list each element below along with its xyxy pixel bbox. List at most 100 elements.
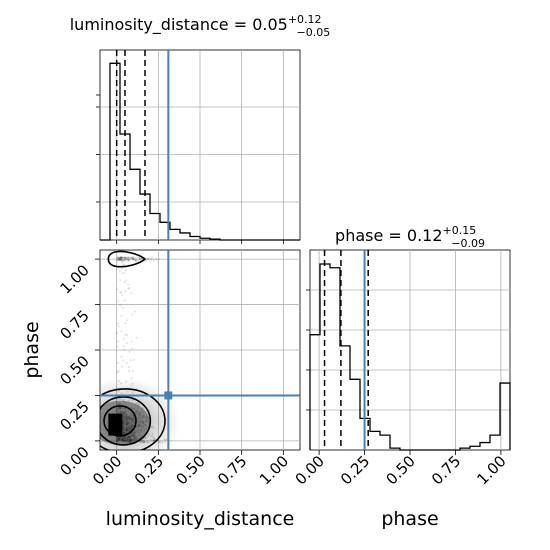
sample-point bbox=[116, 439, 119, 442]
sample-point bbox=[116, 420, 119, 423]
sample-point bbox=[139, 414, 142, 417]
sample-point bbox=[142, 441, 145, 444]
sample-point bbox=[127, 283, 130, 286]
sample-point bbox=[123, 264, 126, 267]
sample-point bbox=[116, 340, 119, 343]
sample-point bbox=[118, 426, 121, 429]
sample-point bbox=[122, 425, 125, 428]
sample-point bbox=[152, 439, 155, 442]
sample-point bbox=[116, 256, 119, 259]
sample-point bbox=[136, 418, 139, 421]
sample-point bbox=[122, 429, 125, 432]
sample-point bbox=[130, 434, 133, 437]
sample-point bbox=[151, 425, 154, 428]
sample-point bbox=[116, 258, 119, 261]
sample-point bbox=[116, 403, 119, 406]
sample-point bbox=[124, 289, 127, 292]
sample-point bbox=[128, 427, 131, 430]
sample-point bbox=[118, 426, 121, 429]
sample-point bbox=[120, 427, 123, 430]
sample-point bbox=[122, 432, 125, 435]
sample-point bbox=[137, 429, 140, 432]
sample-point bbox=[117, 432, 120, 435]
sample-point bbox=[124, 256, 127, 259]
sample-point bbox=[126, 438, 129, 441]
sample-point bbox=[116, 427, 119, 430]
sample-point bbox=[123, 416, 126, 419]
sample-point bbox=[134, 434, 137, 437]
sample-point bbox=[118, 440, 121, 443]
sample-point bbox=[116, 345, 119, 348]
sample-point bbox=[135, 402, 138, 405]
sample-point bbox=[115, 431, 118, 434]
sample-point bbox=[122, 422, 125, 425]
sample-point bbox=[120, 422, 123, 425]
sample-point bbox=[122, 426, 125, 429]
sample-point bbox=[119, 430, 122, 433]
sample-point bbox=[133, 431, 136, 434]
sample-point bbox=[116, 371, 119, 374]
sample-point bbox=[120, 425, 123, 428]
sample-point bbox=[122, 438, 125, 441]
sample-point bbox=[158, 441, 161, 444]
sample-point bbox=[129, 438, 132, 441]
sample-point bbox=[127, 409, 130, 412]
sample-point bbox=[120, 437, 123, 440]
sample-point bbox=[126, 428, 129, 431]
tick-label: 0.75 bbox=[428, 452, 464, 488]
contour-middle bbox=[100, 396, 152, 446]
sample-point bbox=[120, 256, 123, 259]
sample-point bbox=[127, 436, 130, 439]
sample-point bbox=[129, 429, 132, 432]
sample-point bbox=[120, 433, 123, 436]
sample-point bbox=[140, 430, 143, 433]
sample-point bbox=[133, 407, 136, 410]
sample-point bbox=[151, 432, 154, 435]
sample-point bbox=[134, 436, 137, 439]
sample-point bbox=[128, 258, 131, 261]
sample-point bbox=[151, 434, 154, 437]
sample-point bbox=[117, 438, 120, 441]
sample-point bbox=[125, 429, 128, 432]
sample-point bbox=[137, 420, 140, 423]
sample-point bbox=[120, 267, 123, 270]
sample-point bbox=[127, 421, 130, 424]
sample-point bbox=[151, 256, 154, 259]
sample-point bbox=[124, 426, 127, 429]
sample-point bbox=[139, 417, 142, 420]
sample-point bbox=[120, 439, 123, 442]
sample-point bbox=[138, 433, 141, 436]
sample-point bbox=[142, 414, 145, 417]
sample-point bbox=[130, 292, 133, 295]
sample-point bbox=[137, 434, 140, 437]
sample-point bbox=[131, 439, 134, 442]
sample-point bbox=[137, 425, 140, 428]
sample-point bbox=[127, 420, 130, 423]
sample-point bbox=[130, 418, 133, 421]
sample-point bbox=[127, 257, 130, 260]
sample-point bbox=[127, 439, 130, 442]
sample-point bbox=[147, 258, 150, 261]
sample-point bbox=[120, 291, 123, 294]
sample-point bbox=[119, 419, 122, 422]
sample-point bbox=[119, 406, 122, 409]
sample-point bbox=[138, 411, 141, 414]
sample-point bbox=[131, 414, 134, 417]
sample-point bbox=[124, 419, 127, 422]
sample-point bbox=[128, 350, 131, 353]
sample-point bbox=[125, 334, 128, 337]
sample-point bbox=[120, 420, 123, 423]
sample-point bbox=[116, 438, 119, 441]
sample-point bbox=[115, 415, 118, 418]
sample-point bbox=[122, 412, 125, 415]
sample-point bbox=[141, 439, 144, 442]
sample-point bbox=[120, 417, 123, 420]
sample-point bbox=[142, 440, 145, 443]
sample-point bbox=[116, 441, 119, 444]
sample-point bbox=[117, 257, 120, 260]
sample-point bbox=[116, 422, 119, 425]
sample-point bbox=[126, 425, 129, 428]
sample-point bbox=[125, 429, 128, 432]
sample-point bbox=[147, 435, 150, 438]
sample-point bbox=[117, 432, 120, 435]
